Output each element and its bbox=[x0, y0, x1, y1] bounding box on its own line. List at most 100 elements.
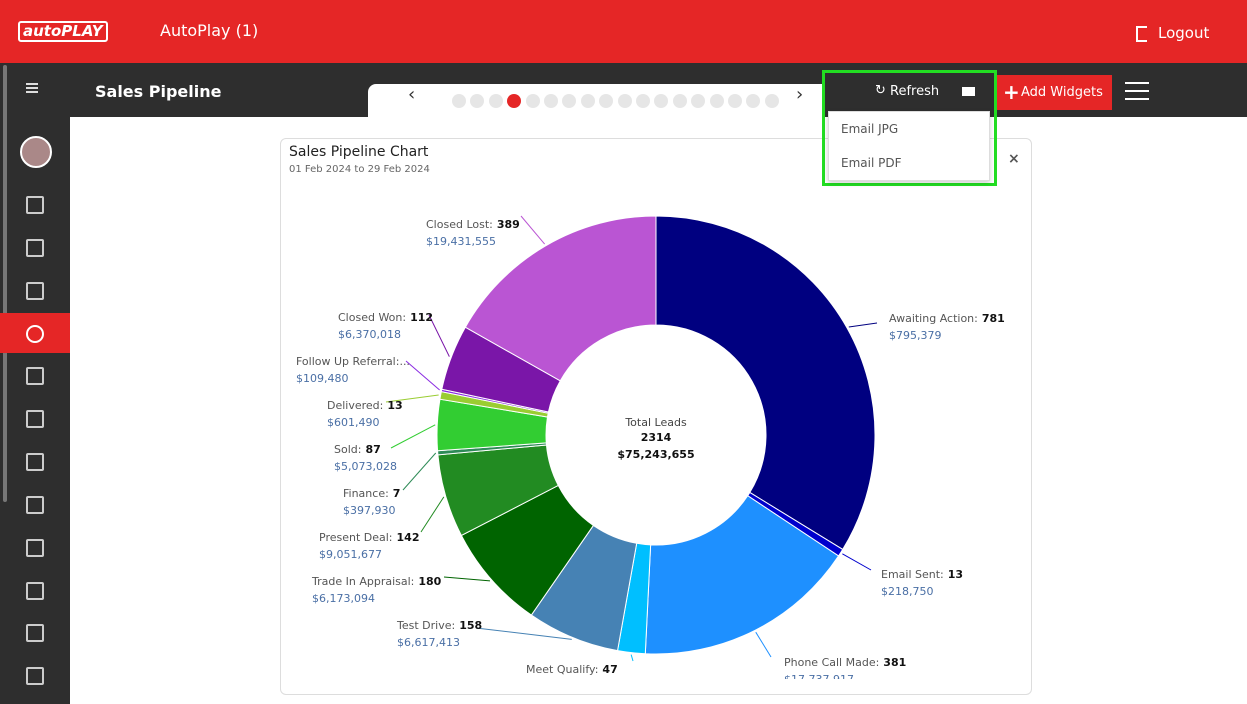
logo[interactable]: autoPLAY bbox=[18, 21, 108, 42]
label-count: 7 bbox=[393, 487, 401, 500]
carousel-dot[interactable] bbox=[691, 94, 706, 108]
carousel-dot[interactable] bbox=[599, 94, 614, 108]
label-count: 87 bbox=[365, 443, 380, 456]
label-name: Phone Call Made: bbox=[784, 656, 879, 669]
settings-icon[interactable] bbox=[1125, 82, 1149, 84]
connector bbox=[520, 215, 546, 245]
donut-chart: Awaiting Action: 781 $795,379 Email Sent: 13… bbox=[296, 215, 1005, 679]
header: autoPLAY AutoPlay (1) Logout bbox=[0, 0, 1247, 63]
connector bbox=[420, 496, 445, 533]
close[interactable]: × bbox=[1008, 151, 1020, 167]
email-jpg[interactable]: Email JPG bbox=[841, 122, 899, 136]
label-name: Present Deal: bbox=[319, 531, 393, 544]
carousel-dot[interactable] bbox=[470, 94, 485, 108]
carousel-dot[interactable] bbox=[488, 94, 503, 108]
label-amount: $6,173,094 bbox=[312, 592, 375, 605]
logout-icon bbox=[1136, 26, 1147, 42]
label-name: Delivered: bbox=[327, 399, 383, 412]
app-title: AutoPlay (1) bbox=[160, 21, 259, 40]
carousel-dot[interactable] bbox=[452, 94, 466, 108]
label-name: Email Sent: bbox=[881, 568, 944, 581]
prev-arrow[interactable]: ‹ bbox=[408, 84, 416, 105]
refresh-icon: ↻ bbox=[875, 83, 886, 98]
carousel-dot[interactable] bbox=[507, 94, 522, 108]
label-name: Closed Won: bbox=[338, 311, 406, 324]
menu-icon[interactable] bbox=[26, 325, 44, 343]
next-arrow[interactable]: › bbox=[796, 84, 804, 105]
carousel-dot[interactable] bbox=[654, 94, 669, 108]
sidebar bbox=[0, 63, 70, 704]
carousel-dot[interactable] bbox=[709, 94, 724, 108]
menu-icon[interactable] bbox=[26, 239, 44, 257]
toolbar: Sales Pipeline ‹ › ↻ Refresh + Add Widge… bbox=[26, 63, 1247, 117]
menu-toggle[interactable] bbox=[26, 83, 38, 85]
carousel-dot[interactable] bbox=[544, 94, 558, 108]
label-amount: $17,737,917 bbox=[784, 673, 854, 679]
carousel-dot[interactable] bbox=[746, 94, 761, 108]
chart-card: Sales Pipeline Chart 01 Feb 2024 to 29 F… bbox=[280, 138, 1032, 695]
label-amount: $6,617,413 bbox=[397, 636, 460, 649]
slice bbox=[655, 215, 876, 551]
carousel-dot[interactable] bbox=[525, 94, 540, 108]
carousel-dot[interactable] bbox=[617, 94, 632, 108]
label-count: 112 bbox=[410, 311, 433, 324]
label-name: Closed Lost: bbox=[426, 218, 493, 231]
carousel-dot[interactable] bbox=[728, 94, 742, 108]
menu-icon[interactable] bbox=[26, 453, 44, 471]
label-name: Sold: bbox=[334, 443, 361, 456]
chart-area: Awaiting Action: 781 $795,379 Email Sent: 13… bbox=[296, 215, 1005, 679]
page-title: Sales Pipeline bbox=[95, 82, 222, 101]
refresh[interactable]: Refresh bbox=[890, 84, 940, 99]
slice bbox=[464, 215, 657, 382]
menu-icon[interactable] bbox=[26, 624, 44, 642]
label-name: Meet Qualify: bbox=[526, 663, 598, 676]
carousel-dot[interactable] bbox=[580, 94, 595, 108]
carousel-dot[interactable] bbox=[636, 94, 650, 108]
label-amount: $109,480 bbox=[296, 372, 349, 385]
connector bbox=[848, 322, 878, 328]
label-count: 13 bbox=[948, 568, 963, 581]
scrollbar bbox=[3, 65, 7, 502]
carousel-dot[interactable] bbox=[672, 94, 687, 108]
connector bbox=[755, 631, 772, 658]
label-amount: $397,930 bbox=[343, 504, 396, 517]
menu-icon[interactable] bbox=[26, 539, 44, 557]
connector bbox=[405, 360, 440, 391]
add-widgets: Add Widgets bbox=[1021, 85, 1103, 100]
menu-icon[interactable] bbox=[26, 282, 44, 300]
connector bbox=[443, 576, 491, 582]
menu-icon[interactable] bbox=[26, 196, 44, 214]
label-amount: $19,431,555 bbox=[426, 235, 496, 248]
center-total: 2314 bbox=[641, 431, 672, 444]
label-amount: $218,750 bbox=[881, 585, 934, 598]
connector bbox=[385, 394, 439, 403]
email-pdf[interactable]: Email PDF bbox=[841, 156, 902, 170]
carousel: ‹ › bbox=[368, 84, 822, 117]
menu-icon[interactable] bbox=[26, 367, 44, 385]
add-widgets-button[interactable]: + Add Widgets bbox=[995, 75, 1112, 110]
connector bbox=[842, 553, 872, 571]
center-title: Total Leads bbox=[624, 416, 687, 429]
connector bbox=[390, 424, 436, 449]
email-button[interactable] bbox=[962, 87, 975, 96]
label-amount: $601,490 bbox=[327, 416, 380, 429]
slice bbox=[644, 495, 840, 655]
menu-icon[interactable] bbox=[26, 410, 44, 428]
label-amount: $9,051,677 bbox=[319, 548, 382, 561]
label-count: 781 bbox=[982, 312, 1005, 325]
avatar[interactable] bbox=[20, 136, 52, 168]
label-name: Finance: bbox=[343, 487, 389, 500]
label-amount: $795,379 bbox=[889, 329, 942, 342]
label-count: 47 bbox=[602, 663, 617, 676]
carousel-dot[interactable] bbox=[562, 94, 577, 108]
menu-icon[interactable] bbox=[26, 582, 44, 600]
card-title: Sales Pipeline Chart bbox=[289, 144, 429, 160]
email-dropdown: Email JPG Email PDF bbox=[828, 111, 990, 181]
menu-icon[interactable] bbox=[26, 667, 44, 685]
menu-icon[interactable] bbox=[26, 496, 44, 514]
carousel-dot[interactable] bbox=[764, 94, 779, 108]
connector bbox=[475, 627, 572, 640]
label-name: Follow Up Referral:... bbox=[296, 355, 410, 368]
logout[interactable]: Logout bbox=[1158, 24, 1210, 42]
